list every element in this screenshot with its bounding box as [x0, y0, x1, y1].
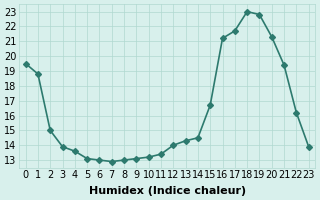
X-axis label: Humidex (Indice chaleur): Humidex (Indice chaleur)	[89, 186, 246, 196]
